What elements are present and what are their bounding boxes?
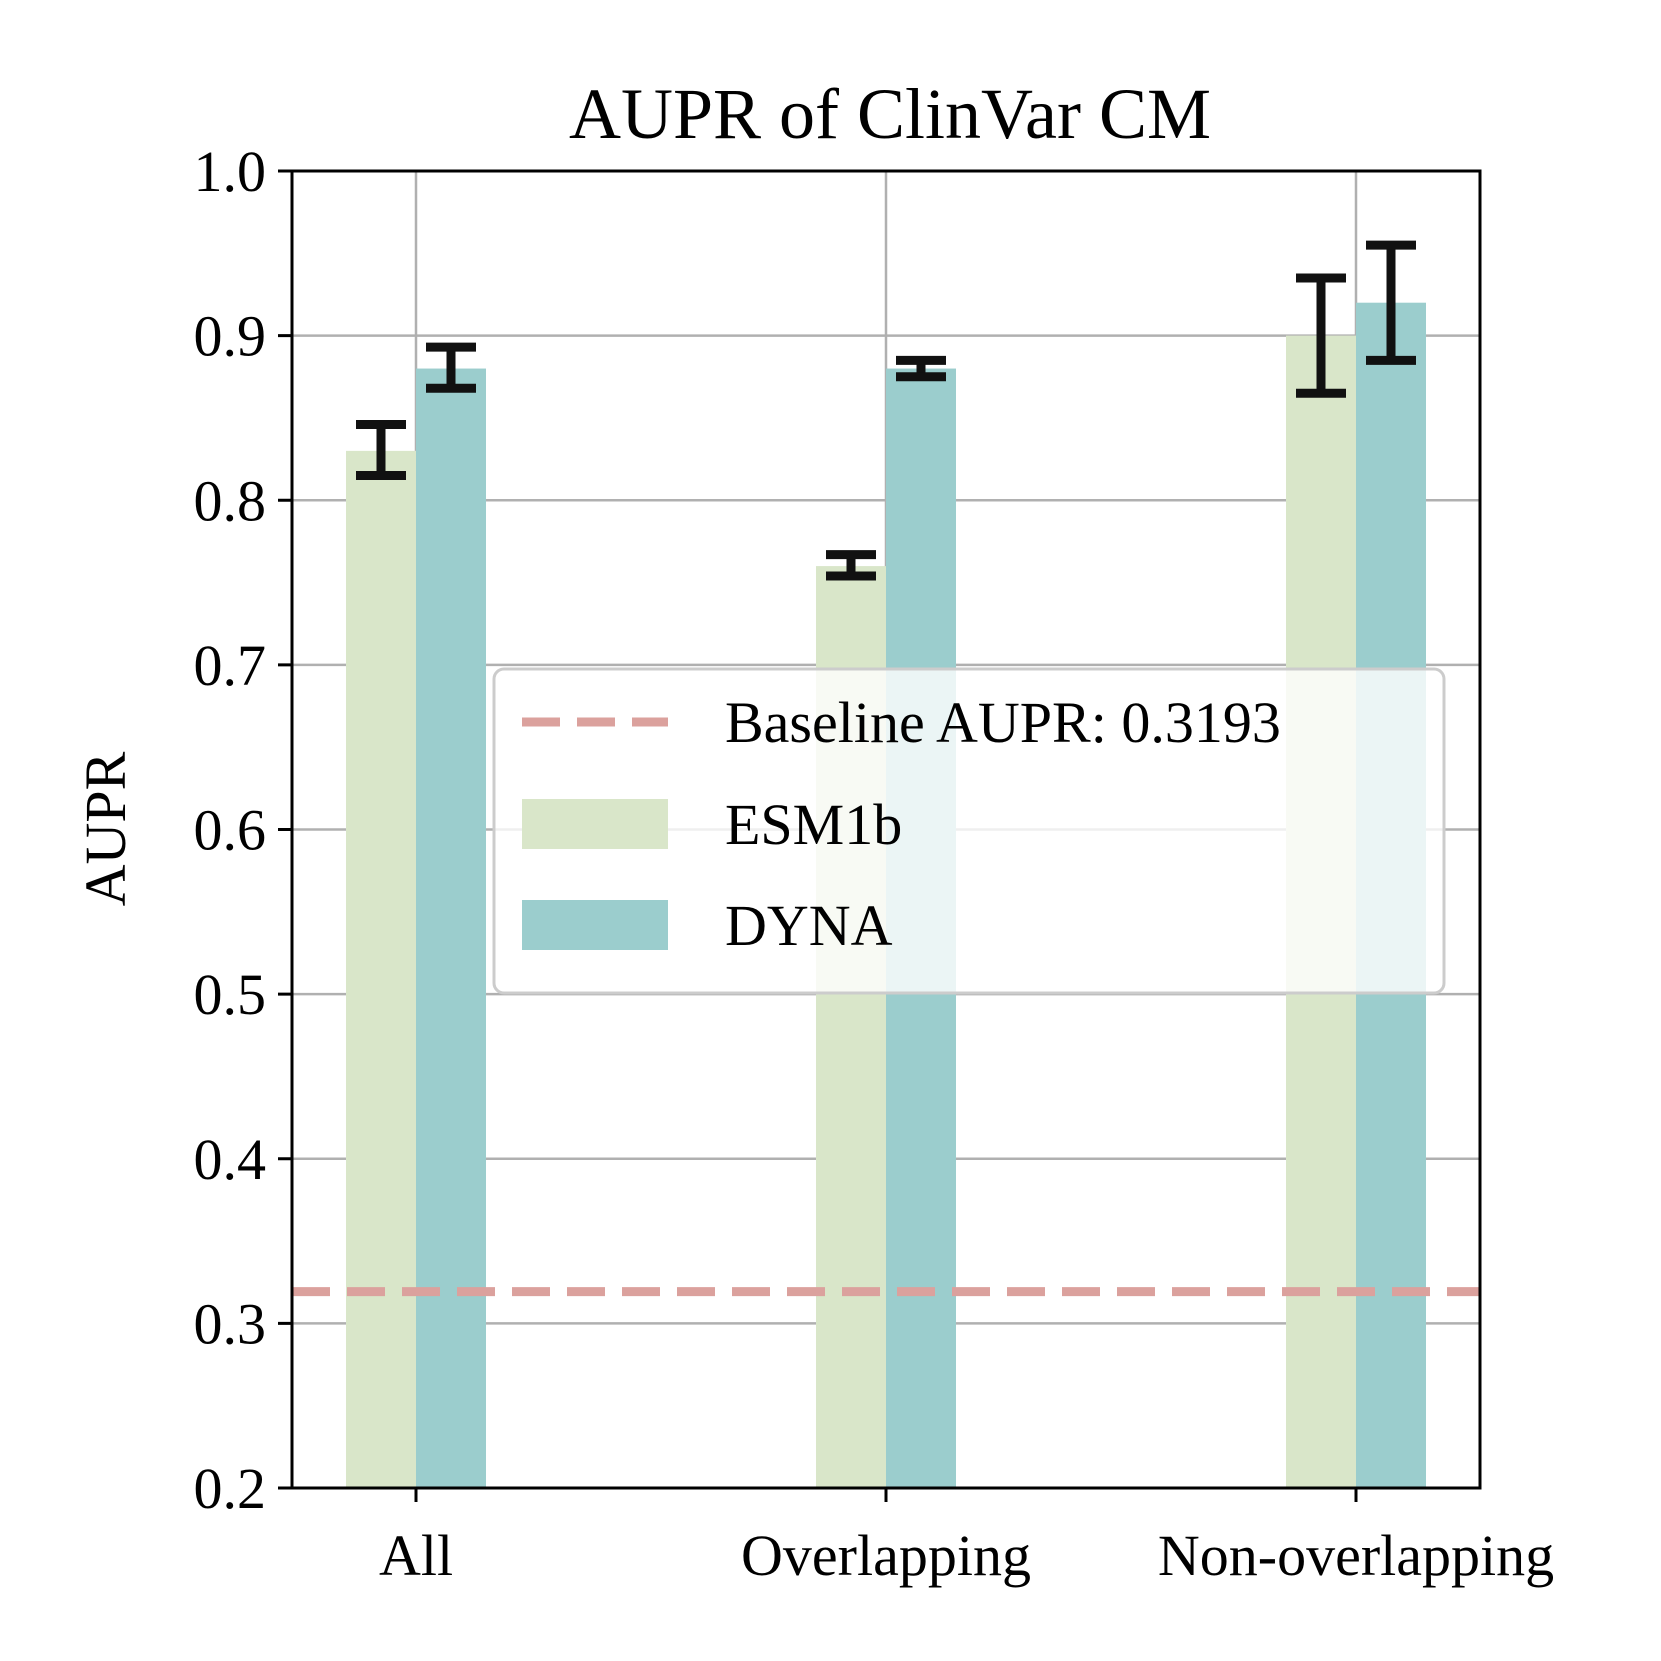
x-tick-label: Overlapping [741, 1523, 1031, 1588]
y-tick-label: 0.9 [194, 304, 267, 369]
error-bar [1366, 240, 1416, 365]
legend-swatch-dyna [522, 900, 668, 950]
y-tick-label: 0.2 [194, 1456, 267, 1521]
y-tick-label: 0.8 [194, 468, 267, 533]
y-axis-label: AUPR [73, 751, 138, 906]
legend-label-esm1b: ESM1b [725, 792, 902, 857]
legend-baseline-label: Baseline AUPR: 0.3193 [725, 690, 1281, 755]
bar-esm1b [346, 450, 416, 1488]
error-bar [896, 355, 946, 382]
legend-box [492, 667, 1446, 995]
legend: Baseline AUPR: 0.3193 ESM1b DYNA [492, 667, 1446, 995]
error-bar [426, 342, 476, 393]
y-tick-label: 0.3 [194, 1291, 267, 1356]
y-tick-label: 0.4 [194, 1127, 267, 1192]
error-bar [356, 420, 406, 481]
y-tick-label: 0.6 [194, 798, 267, 863]
y-tick-label: 1.0 [194, 139, 267, 204]
x-tick-label: All [379, 1523, 453, 1588]
error-bar [826, 550, 876, 581]
legend-label-dyna: DYNA [725, 893, 893, 958]
bar-dyna [416, 368, 486, 1488]
y-tick-label: 0.7 [194, 633, 267, 698]
x-tick-label: Non-overlapping [1158, 1523, 1554, 1588]
axes-layer: 0.2 0.3 0.4 0.5 0.6 0.7 0.8 0.9 1.0 All Overlappin… [194, 139, 1555, 1588]
legend-swatch-esm1b [522, 799, 668, 849]
y-tick-label: 0.5 [194, 962, 267, 1027]
error-bar [1296, 273, 1346, 398]
chart-title: AUPR of ClinVar CM [569, 74, 1211, 154]
errorbar-layer [356, 240, 1416, 581]
